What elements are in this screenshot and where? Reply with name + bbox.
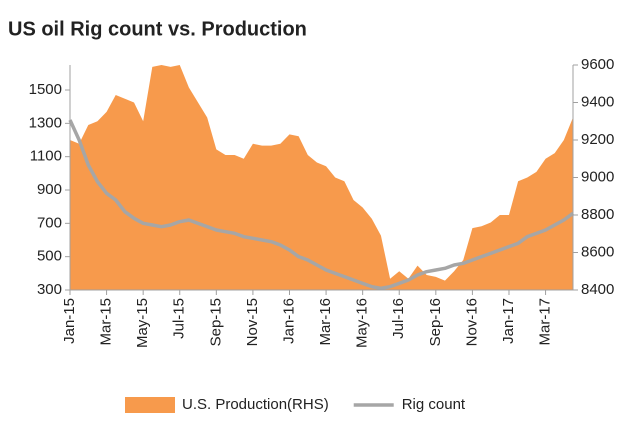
x-tick-label: Mar-17 (537, 298, 554, 346)
x-tick-label: Jan-15 (61, 298, 78, 344)
y-tick-label: 500 (37, 248, 62, 265)
x-tick-label: Jan-16 (280, 298, 297, 344)
x-tick-label: May-16 (354, 298, 371, 348)
y2-tick-label: 9200 (581, 131, 614, 148)
x-tick-label: Nov-16 (463, 298, 480, 346)
y-tick-label: 1500 (29, 81, 62, 98)
x-tick-label: Jan-17 (500, 298, 517, 344)
y-tick-label: 300 (37, 281, 62, 298)
y2-tick-label: 8400 (581, 281, 614, 298)
x-tick-label: Mar-16 (317, 298, 334, 346)
x-tick-label: Jul-15 (171, 298, 188, 339)
legend-swatch (125, 397, 175, 413)
y-tick-label: 700 (37, 214, 62, 231)
x-tick-label: Jul-16 (390, 298, 407, 339)
rig-count-line (68, 119, 575, 291)
y2-tick-label: 9000 (581, 168, 614, 185)
y-tick-label: 1100 (30, 148, 62, 165)
y2-tick-label: 8800 (581, 206, 614, 223)
chart-title: US oil Rig count vs. Production (8, 18, 307, 40)
y2-tick-label: 8600 (581, 243, 614, 260)
x-tick-label: Sep-15 (207, 298, 224, 346)
x-tick-label: May-15 (134, 298, 151, 348)
y2-tick-label: 9400 (581, 93, 614, 110)
x-tick-label: Mar-15 (98, 298, 115, 346)
y-tick-label: 1300 (29, 114, 62, 131)
y2-tick-label: 9600 (581, 56, 614, 73)
legend-label: U.S. Production(RHS) (182, 396, 329, 413)
production-area (70, 65, 573, 290)
x-tick-label: Nov-15 (244, 298, 261, 346)
y-tick-label: 900 (37, 181, 62, 198)
legend-label: Rig count (402, 396, 466, 413)
x-tick-label: Sep-16 (427, 298, 444, 346)
